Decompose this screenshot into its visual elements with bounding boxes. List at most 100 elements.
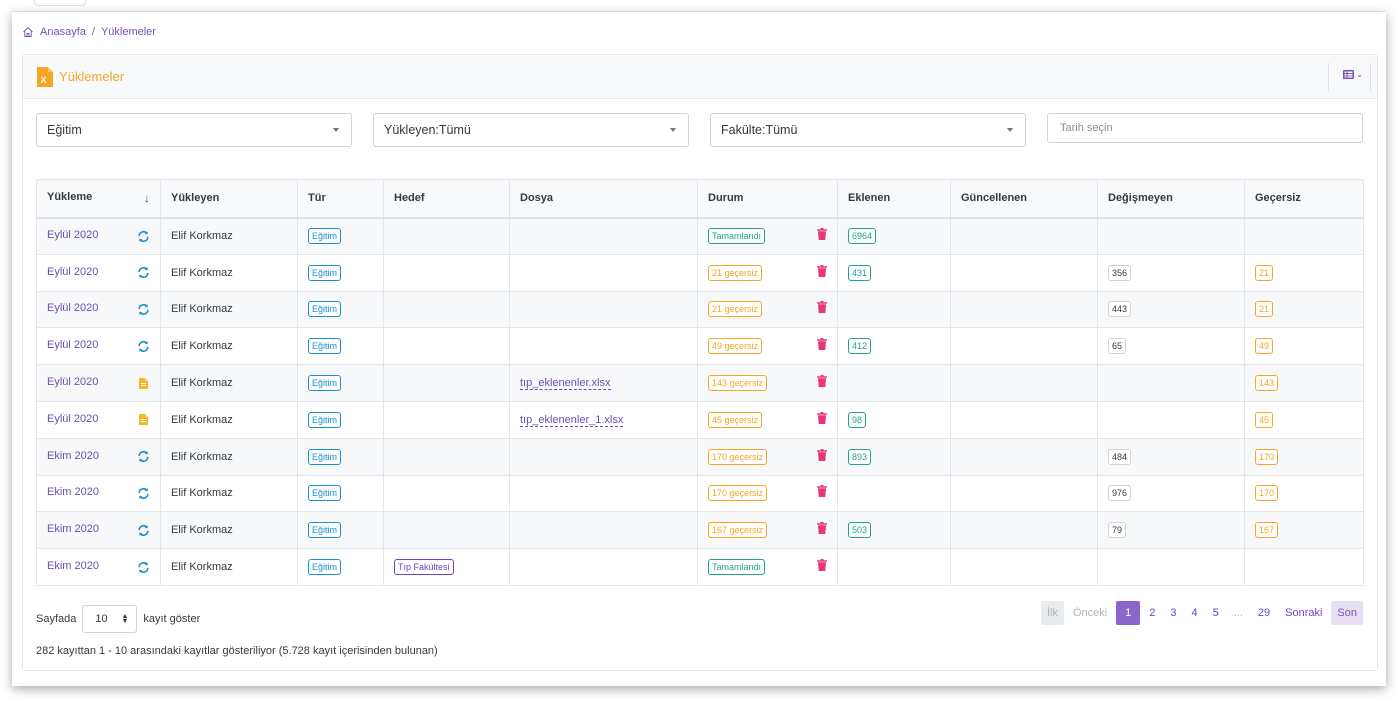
delete-icon[interactable] [817, 338, 827, 351]
cell-target [383, 253, 510, 292]
type-filter-value: Eğitim [47, 123, 82, 137]
pagination: İlk Önceki 1 2 3 4 5 ... 29 Sonraki Son [1038, 601, 1363, 625]
column-header-status[interactable]: Durum [697, 179, 838, 219]
column-header-target[interactable]: Hedef [383, 179, 510, 219]
sort-arrow-icon[interactable]: ↓ [144, 191, 150, 206]
file-download-link[interactable]: tıp_eklenenler_1.xlsx [520, 413, 624, 427]
upload-period-link[interactable]: Eylül 2020 [47, 229, 99, 242]
cell-updated [950, 327, 1098, 366]
file-download-link[interactable]: tıp_eklenenler.xlsx [520, 377, 611, 391]
cell-invalid [1244, 217, 1364, 255]
cell-target [383, 364, 510, 402]
delete-icon[interactable] [817, 448, 827, 461]
upload-period-link[interactable]: Ekim 2020 [47, 486, 99, 499]
column-header-invalid[interactable]: Geçersiz [1244, 179, 1364, 219]
app-frame: Anasayfa / Yüklemeler X Yüklemeler ⌄ Eği… [12, 12, 1386, 686]
home-icon[interactable] [22, 26, 34, 38]
refresh-icon[interactable] [136, 486, 150, 500]
pagination-first[interactable]: İlk [1040, 601, 1064, 625]
delete-icon[interactable] [817, 522, 827, 535]
upload-period-link[interactable]: Ekim 2020 [47, 523, 99, 536]
cell-upload: Eylül 2020 [36, 327, 161, 366]
breadcrumb: Anasayfa / Yüklemeler [22, 26, 156, 38]
cell-status: 21 geçersiz [697, 253, 838, 292]
pagination-page-3[interactable]: 3 [1170, 607, 1177, 619]
delete-icon[interactable] [817, 228, 827, 241]
pagination-page-5[interactable]: 5 [1212, 607, 1219, 619]
breadcrumb-home-link[interactable]: Anasayfa [40, 26, 86, 38]
refresh-icon[interactable] [136, 523, 150, 537]
status-badge: 49 geçersiz [708, 338, 763, 355]
cell-uploader: Elif Korkmaz [160, 548, 298, 586]
uploader-name: Elif Korkmaz [171, 524, 233, 537]
cell-file [509, 511, 698, 550]
column-header-updated[interactable]: Güncellenen [950, 179, 1098, 219]
type-filter-select[interactable]: Eğitim [36, 113, 352, 147]
upload-period-link[interactable]: Eylül 2020 [47, 412, 99, 425]
refresh-icon[interactable] [136, 266, 150, 280]
upload-period-link[interactable]: Eylül 2020 [47, 302, 99, 315]
faculty-filter-select[interactable]: Fakülte:Tümü [710, 113, 1026, 147]
cell-added: 412 [837, 327, 951, 366]
cell-target [383, 474, 510, 513]
refresh-icon[interactable] [136, 560, 150, 574]
upload-period-link[interactable]: Ekim 2020 [47, 560, 99, 573]
file-icon[interactable] [136, 376, 150, 390]
upload-period-link[interactable]: Eylül 2020 [47, 265, 99, 278]
column-header-type[interactable]: Tür [297, 179, 384, 219]
delete-icon[interactable] [817, 375, 827, 388]
cell-type: Eğitim [297, 548, 384, 586]
top-bar-tab [34, 0, 86, 6]
cell-status: 170 geçersiz [697, 474, 838, 513]
file-icon[interactable] [136, 413, 150, 427]
delete-icon[interactable] [817, 485, 827, 498]
cell-unchanged: 79 [1097, 511, 1245, 550]
cell-invalid: 143 [1244, 364, 1364, 402]
cell-status: 170 geçersiz [697, 437, 838, 476]
delete-icon[interactable] [817, 264, 827, 277]
upload-period-link[interactable]: Eylül 2020 [47, 376, 99, 389]
svg-text:X: X [41, 75, 47, 85]
column-header-upload[interactable]: Yükleme ↓ [36, 179, 161, 219]
cell-uploader: Elif Korkmaz [160, 474, 298, 513]
unchanged-count-badge: 65 [1108, 338, 1127, 355]
upload-period-link[interactable]: Eylül 2020 [47, 339, 99, 352]
delete-icon[interactable] [817, 301, 827, 314]
pagination-page-2[interactable]: 2 [1149, 607, 1156, 619]
pagination-page-4[interactable]: 4 [1191, 607, 1198, 619]
header-divider [1328, 63, 1329, 91]
cell-updated [950, 511, 1098, 550]
column-header-unchanged[interactable]: Değişmeyen [1097, 179, 1245, 219]
refresh-icon[interactable] [136, 339, 150, 353]
uploader-filter-select[interactable]: Yükleyen:Tümü [373, 113, 689, 147]
refresh-icon[interactable] [136, 450, 150, 464]
cell-added [837, 548, 951, 586]
upload-period-link[interactable]: Ekim 2020 [47, 449, 99, 462]
pagination-last[interactable]: Son [1331, 601, 1363, 625]
pagination-page-1[interactable]: 1 [1116, 601, 1141, 625]
pagination-next[interactable]: Sonraki [1285, 607, 1323, 619]
date-picker-input[interactable] [1047, 113, 1363, 143]
delete-icon[interactable] [817, 559, 827, 572]
type-badge: Eğitim [308, 338, 342, 355]
sort-updown-icon: ▲ ▼ [121, 613, 129, 625]
table-row: Eylül 2020 Elif Korkmaz Eğitim tıp_eklenenl… [36, 400, 1364, 439]
cell-uploader: Elif Korkmaz [160, 364, 298, 402]
per-page-select[interactable]: 10 ▲ ▼ [82, 605, 138, 633]
cell-target [383, 400, 510, 439]
unchanged-count-badge: 976 [1108, 485, 1132, 502]
pagination-prev[interactable]: Önceki [1072, 607, 1108, 619]
column-header-added[interactable]: Eklenen [837, 179, 951, 219]
uploader-name: Elif Korkmaz [171, 413, 233, 426]
delete-icon[interactable] [817, 411, 827, 424]
refresh-icon[interactable] [136, 302, 150, 316]
table-row: Ekim 2020 Elif Korkmaz Eğitim 170 geçersiz 9… [36, 474, 1364, 513]
cell-upload: Ekim 2020 [36, 548, 161, 586]
pagination-page-last[interactable]: 29 [1257, 607, 1271, 619]
column-header-file[interactable]: Dosya [509, 179, 698, 219]
uploader-name: Elif Korkmaz [171, 303, 233, 316]
cell-unchanged [1097, 364, 1245, 402]
column-header-uploader[interactable]: Yükleyen [160, 179, 298, 219]
view-toggle-button[interactable]: ⌄ [1343, 70, 1363, 79]
refresh-icon[interactable] [136, 229, 150, 243]
